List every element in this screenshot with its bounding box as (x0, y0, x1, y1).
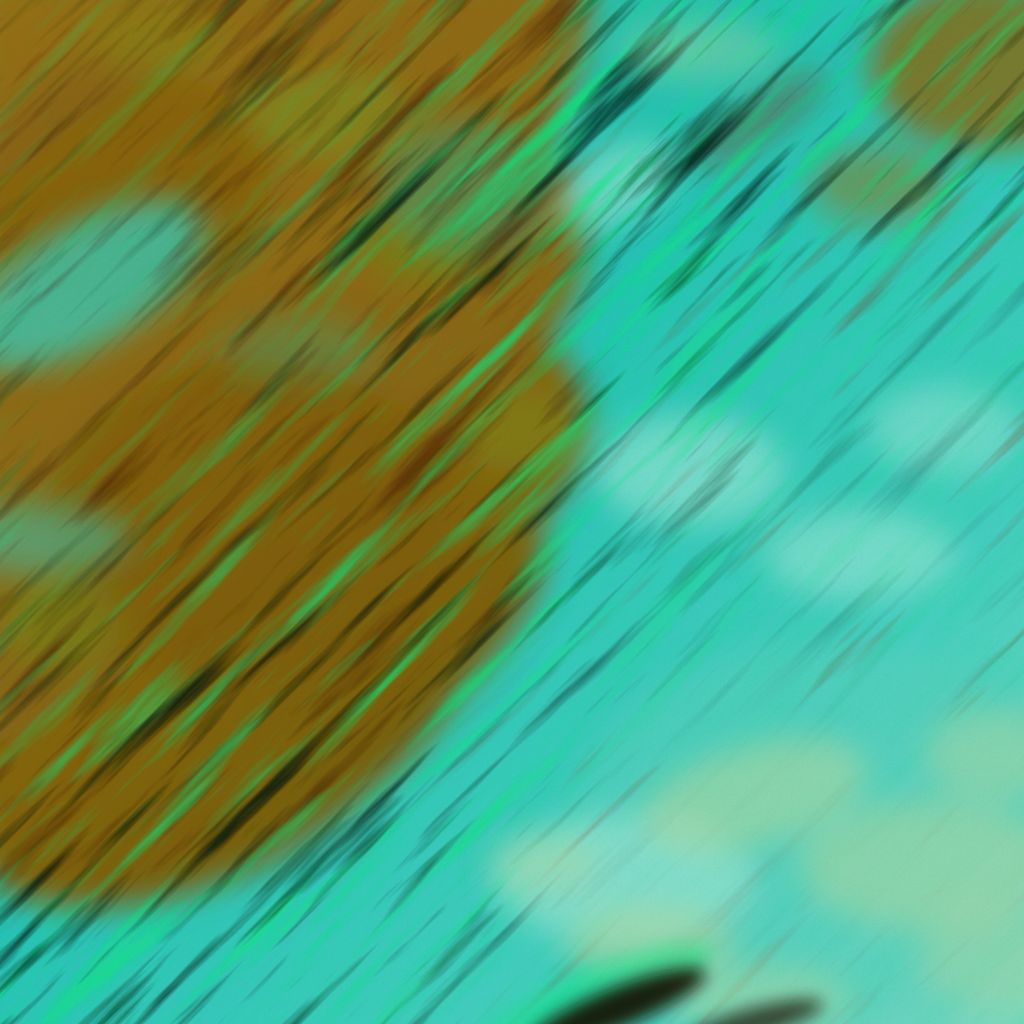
satellite-image-canvas (0, 0, 1024, 1024)
sensor-grain (0, 0, 1024, 1024)
satellite-image (0, 0, 1024, 1024)
grain-noise (0, 0, 1024, 1024)
